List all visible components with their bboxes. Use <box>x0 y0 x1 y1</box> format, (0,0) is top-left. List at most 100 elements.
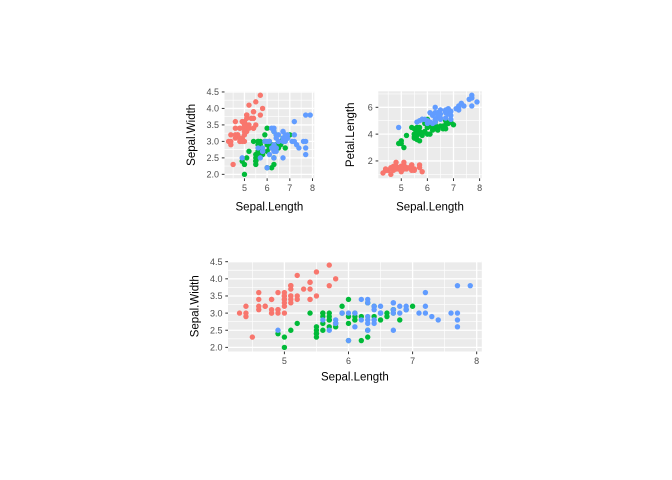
data-point <box>467 282 473 289</box>
data-point <box>422 289 429 296</box>
data-point <box>256 296 262 303</box>
data-points <box>225 92 313 178</box>
data-point <box>401 159 407 165</box>
data-point <box>294 296 300 303</box>
data-point <box>302 112 309 118</box>
data-point <box>397 310 403 316</box>
data-point <box>326 262 332 268</box>
data-point <box>474 99 480 105</box>
data-point <box>358 296 365 303</box>
tick-labels: 5 6 7 8 2.0 2.5 3.0 3.5 4.0 4.5 <box>210 257 479 366</box>
data-point <box>262 138 268 145</box>
data-point <box>409 303 416 309</box>
data-point <box>390 310 397 316</box>
data-point <box>255 145 261 151</box>
data-point <box>403 132 410 139</box>
data-point <box>411 135 418 141</box>
data-point <box>241 171 248 178</box>
x-tick-label: 5 <box>399 183 404 193</box>
y-tick-label: 2.5 <box>206 153 219 163</box>
tick-marks <box>221 91 313 181</box>
data-point <box>282 145 288 151</box>
sepal-width-vs-sepal-length-bottom-wide: 5 6 7 8 2.0 2.5 3.0 3.5 4.0 4.5 Sepal.Length Sepal.… <box>190 257 482 384</box>
data-point <box>249 334 256 340</box>
data-point <box>454 324 461 330</box>
y-tick-label: 3.5 <box>206 120 219 130</box>
x-tick-label: 8 <box>310 183 315 193</box>
data-point <box>390 327 397 333</box>
data-point <box>377 317 384 323</box>
data-point <box>326 317 332 323</box>
data-point <box>339 310 345 316</box>
data-point <box>448 112 454 119</box>
data-point <box>397 317 403 323</box>
data-point <box>326 327 332 333</box>
data-point <box>259 148 266 154</box>
data-point <box>398 140 404 147</box>
data-point <box>414 119 420 125</box>
data-point <box>296 145 302 151</box>
data-point <box>345 310 352 316</box>
data-point <box>388 171 394 178</box>
data-point <box>382 167 389 174</box>
x-tick-label: 7 <box>410 356 415 366</box>
sepal-width-vs-sepal-length-top-left: 5 6 7 8 2.0 2.5 3.0 3.5 4.0 4.5 Sepal.Length Sepal.… <box>186 87 315 213</box>
x-tick-label: 6 <box>425 183 430 193</box>
y-tick-label: 2 <box>368 156 373 166</box>
y-tick-label: 3.5 <box>210 291 223 301</box>
data-point <box>228 138 234 145</box>
data-points <box>236 262 473 351</box>
data-point <box>232 132 239 138</box>
x-axis-title: Sepal.Length <box>321 372 389 384</box>
data-point <box>320 327 326 333</box>
data-point <box>271 161 277 168</box>
y-tick-label: 4.0 <box>206 104 219 114</box>
y-tick-label: 4 <box>368 129 373 139</box>
data-point <box>377 310 384 316</box>
data-point <box>253 122 259 128</box>
data-point <box>275 289 281 296</box>
data-point <box>401 144 407 151</box>
data-point <box>416 310 422 316</box>
data-point <box>393 166 399 172</box>
data-point <box>275 327 281 333</box>
data-point <box>271 145 277 151</box>
data-point <box>300 286 307 292</box>
data-point <box>230 161 236 168</box>
data-point <box>358 317 365 323</box>
data-point <box>281 344 288 351</box>
data-point <box>250 109 257 115</box>
x-tick-label: 8 <box>474 356 479 366</box>
data-point <box>253 99 259 105</box>
data-point <box>365 334 371 340</box>
data-point <box>241 122 248 128</box>
data-point <box>437 115 444 121</box>
data-point <box>454 310 461 316</box>
data-point <box>397 303 403 309</box>
data-point <box>237 138 243 145</box>
x-tick-label: 7 <box>287 183 292 193</box>
data-point <box>427 131 433 137</box>
data-point <box>406 164 412 171</box>
y-tick-label: 2.0 <box>210 343 223 353</box>
data-point <box>440 126 446 132</box>
data-point <box>442 108 449 115</box>
data-point <box>281 293 288 299</box>
data-point <box>435 317 441 323</box>
data-point <box>232 125 239 131</box>
data-point <box>395 124 402 131</box>
data-point <box>448 310 454 316</box>
data-point <box>429 112 436 119</box>
x-axis-title: Sepal.Length <box>236 202 304 214</box>
data-point <box>416 138 423 144</box>
data-points <box>380 92 480 178</box>
x-tick-label: 6 <box>346 356 351 366</box>
x-axis-title: Sepal.Length <box>396 202 464 214</box>
data-point <box>264 125 270 131</box>
data-point <box>256 303 262 309</box>
x-tick-label: 8 <box>477 183 482 193</box>
data-point <box>244 155 250 161</box>
petal-length-vs-sepal-length-top-right: 5 6 7 8 2 4 6 Sepal.Length Petal.Length <box>345 91 482 214</box>
plot-panel <box>228 261 482 352</box>
data-point <box>332 320 339 327</box>
